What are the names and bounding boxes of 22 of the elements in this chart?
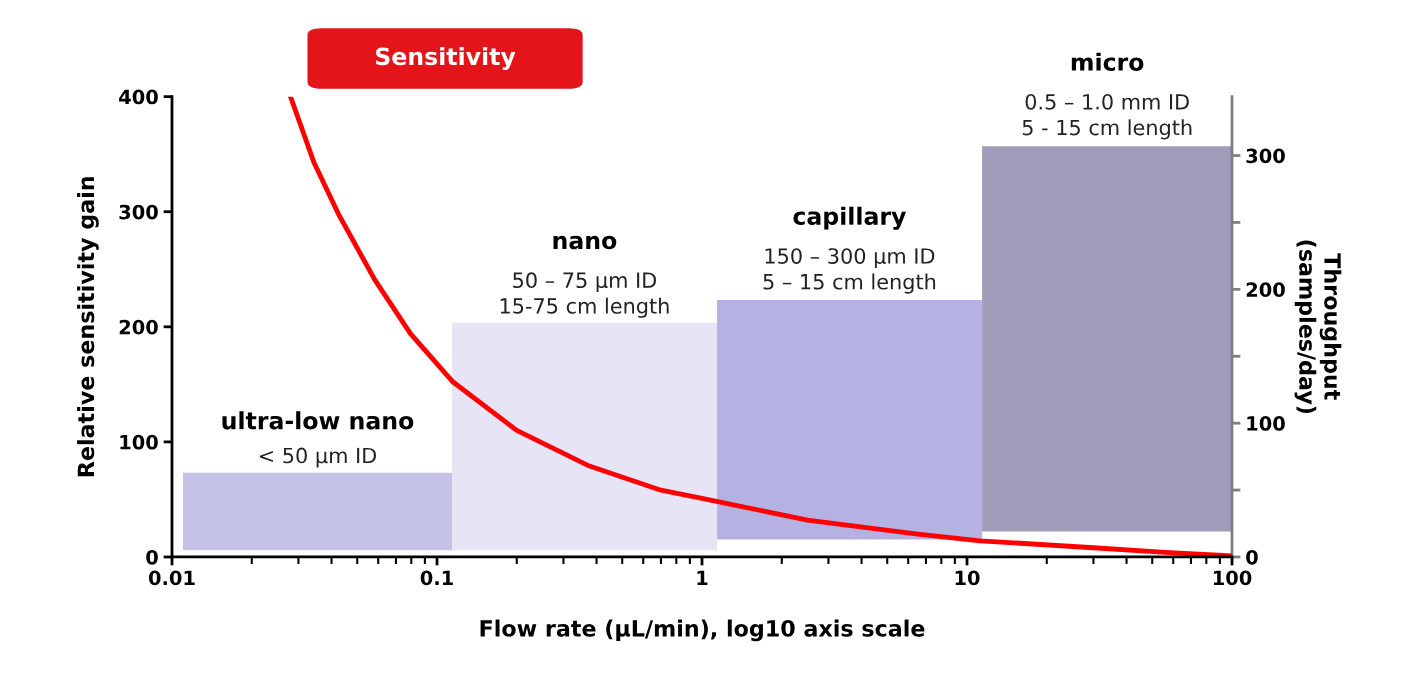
- y-tick-label: 100: [120, 434, 158, 450]
- y-tick-label: 0: [146, 549, 158, 565]
- y-tick-label: 400: [119, 89, 158, 105]
- annotation: capillary 150 – 300 µm ID 5 – 15 cm length: [763, 206, 936, 294]
- y2-tick-label: 100: [1247, 416, 1285, 431]
- annotation: nano 50 – 75 µm ID 15-75 cm length: [500, 235, 669, 318]
- annotation: micro 0.5 – 1.0 mm ID 5 - 15 cm length: [1022, 52, 1192, 140]
- y2-tick-label: 0: [1246, 549, 1258, 565]
- x-tick-label: 10: [955, 570, 980, 586]
- x-tick-label: 0.1: [420, 570, 453, 586]
- y2-axis-title: Throughput (samples/day): [1294, 240, 1342, 414]
- x-tick-label: 0.01: [148, 570, 195, 586]
- y-axis-title: Relative sensitivity gain: [77, 177, 99, 477]
- y2-tick-label: 300: [1246, 148, 1285, 164]
- x-tick-label: 1: [697, 570, 708, 585]
- y-tick-label: 300: [119, 204, 158, 220]
- x-tick-label: 100: [1213, 570, 1252, 586]
- y-tick-label: 200: [119, 319, 158, 335]
- x-axis-title: Flow rate (µL/min), log10 axis scale: [480, 619, 925, 642]
- y2-tick-label: 200: [1246, 282, 1285, 297]
- text: Sensitivity: [376, 47, 516, 71]
- annotation: ultra-low nano < 50 µm ID: [222, 411, 414, 468]
